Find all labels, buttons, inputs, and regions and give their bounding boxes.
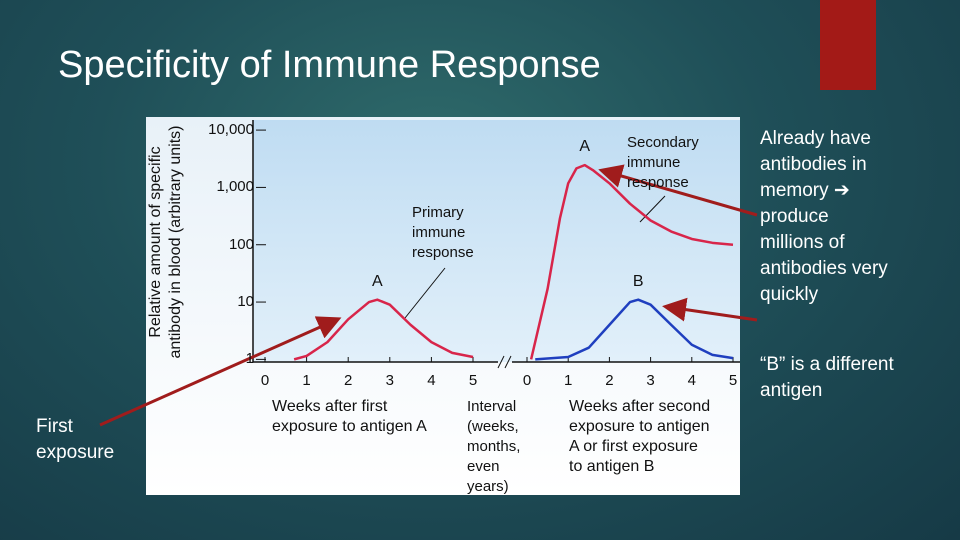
accent-bar xyxy=(820,0,876,90)
arrow xyxy=(598,164,758,217)
x-tick-label: 3 xyxy=(385,372,394,389)
annotation: Primary immune response xyxy=(412,204,474,261)
leader-line xyxy=(639,195,666,223)
x-tick-label: 4 xyxy=(687,372,696,389)
note: “B” is a different antigen xyxy=(760,354,894,401)
x-axis-label: Weeks after first exposure to antigen A xyxy=(272,398,427,435)
y-tick-label: 100 xyxy=(228,235,254,253)
note: First exposure xyxy=(36,416,115,463)
x-tick-label: 1 xyxy=(564,372,573,389)
y-tick-label: 10,000 xyxy=(208,121,254,139)
slide-title: Specificity of Immune Response xyxy=(58,44,601,86)
interval-label: Interval (weeks, months, even years) xyxy=(467,398,521,495)
x-tick-label: 2 xyxy=(605,372,614,389)
y-axis-label: Relative amount of specific antibody in … xyxy=(147,125,184,359)
axis-break xyxy=(497,355,505,369)
y-tick-label: 10 xyxy=(237,293,254,311)
arrow xyxy=(99,316,342,427)
series-label: B xyxy=(632,272,644,290)
line-series xyxy=(529,163,734,360)
line-series xyxy=(535,298,734,361)
x-axis-label: Weeks after second exposure to antigen A… xyxy=(569,398,711,475)
x-tick-label: 3 xyxy=(646,372,655,389)
x-tick-label: 1 xyxy=(302,372,311,389)
y-tick-label: 1,000 xyxy=(216,178,254,196)
series-label: A xyxy=(579,138,590,156)
x-tick-label: 4 xyxy=(427,372,436,389)
arrow xyxy=(662,297,758,322)
x-tick-label: 5 xyxy=(468,372,478,389)
y-tick-label: 1 xyxy=(245,350,254,368)
axis-break xyxy=(504,355,512,369)
annotation: Secondary immune response xyxy=(627,134,699,191)
x-tick-label: 0 xyxy=(522,372,532,389)
leader-line xyxy=(404,267,446,319)
x-tick-label: 2 xyxy=(344,372,353,389)
note: Already have antibodies in memory ➔ prod… xyxy=(760,128,888,305)
x-tick-label: 5 xyxy=(728,372,738,389)
x-tick-label: 0 xyxy=(260,372,270,389)
series-label: A xyxy=(371,272,383,290)
line-series xyxy=(293,298,474,361)
